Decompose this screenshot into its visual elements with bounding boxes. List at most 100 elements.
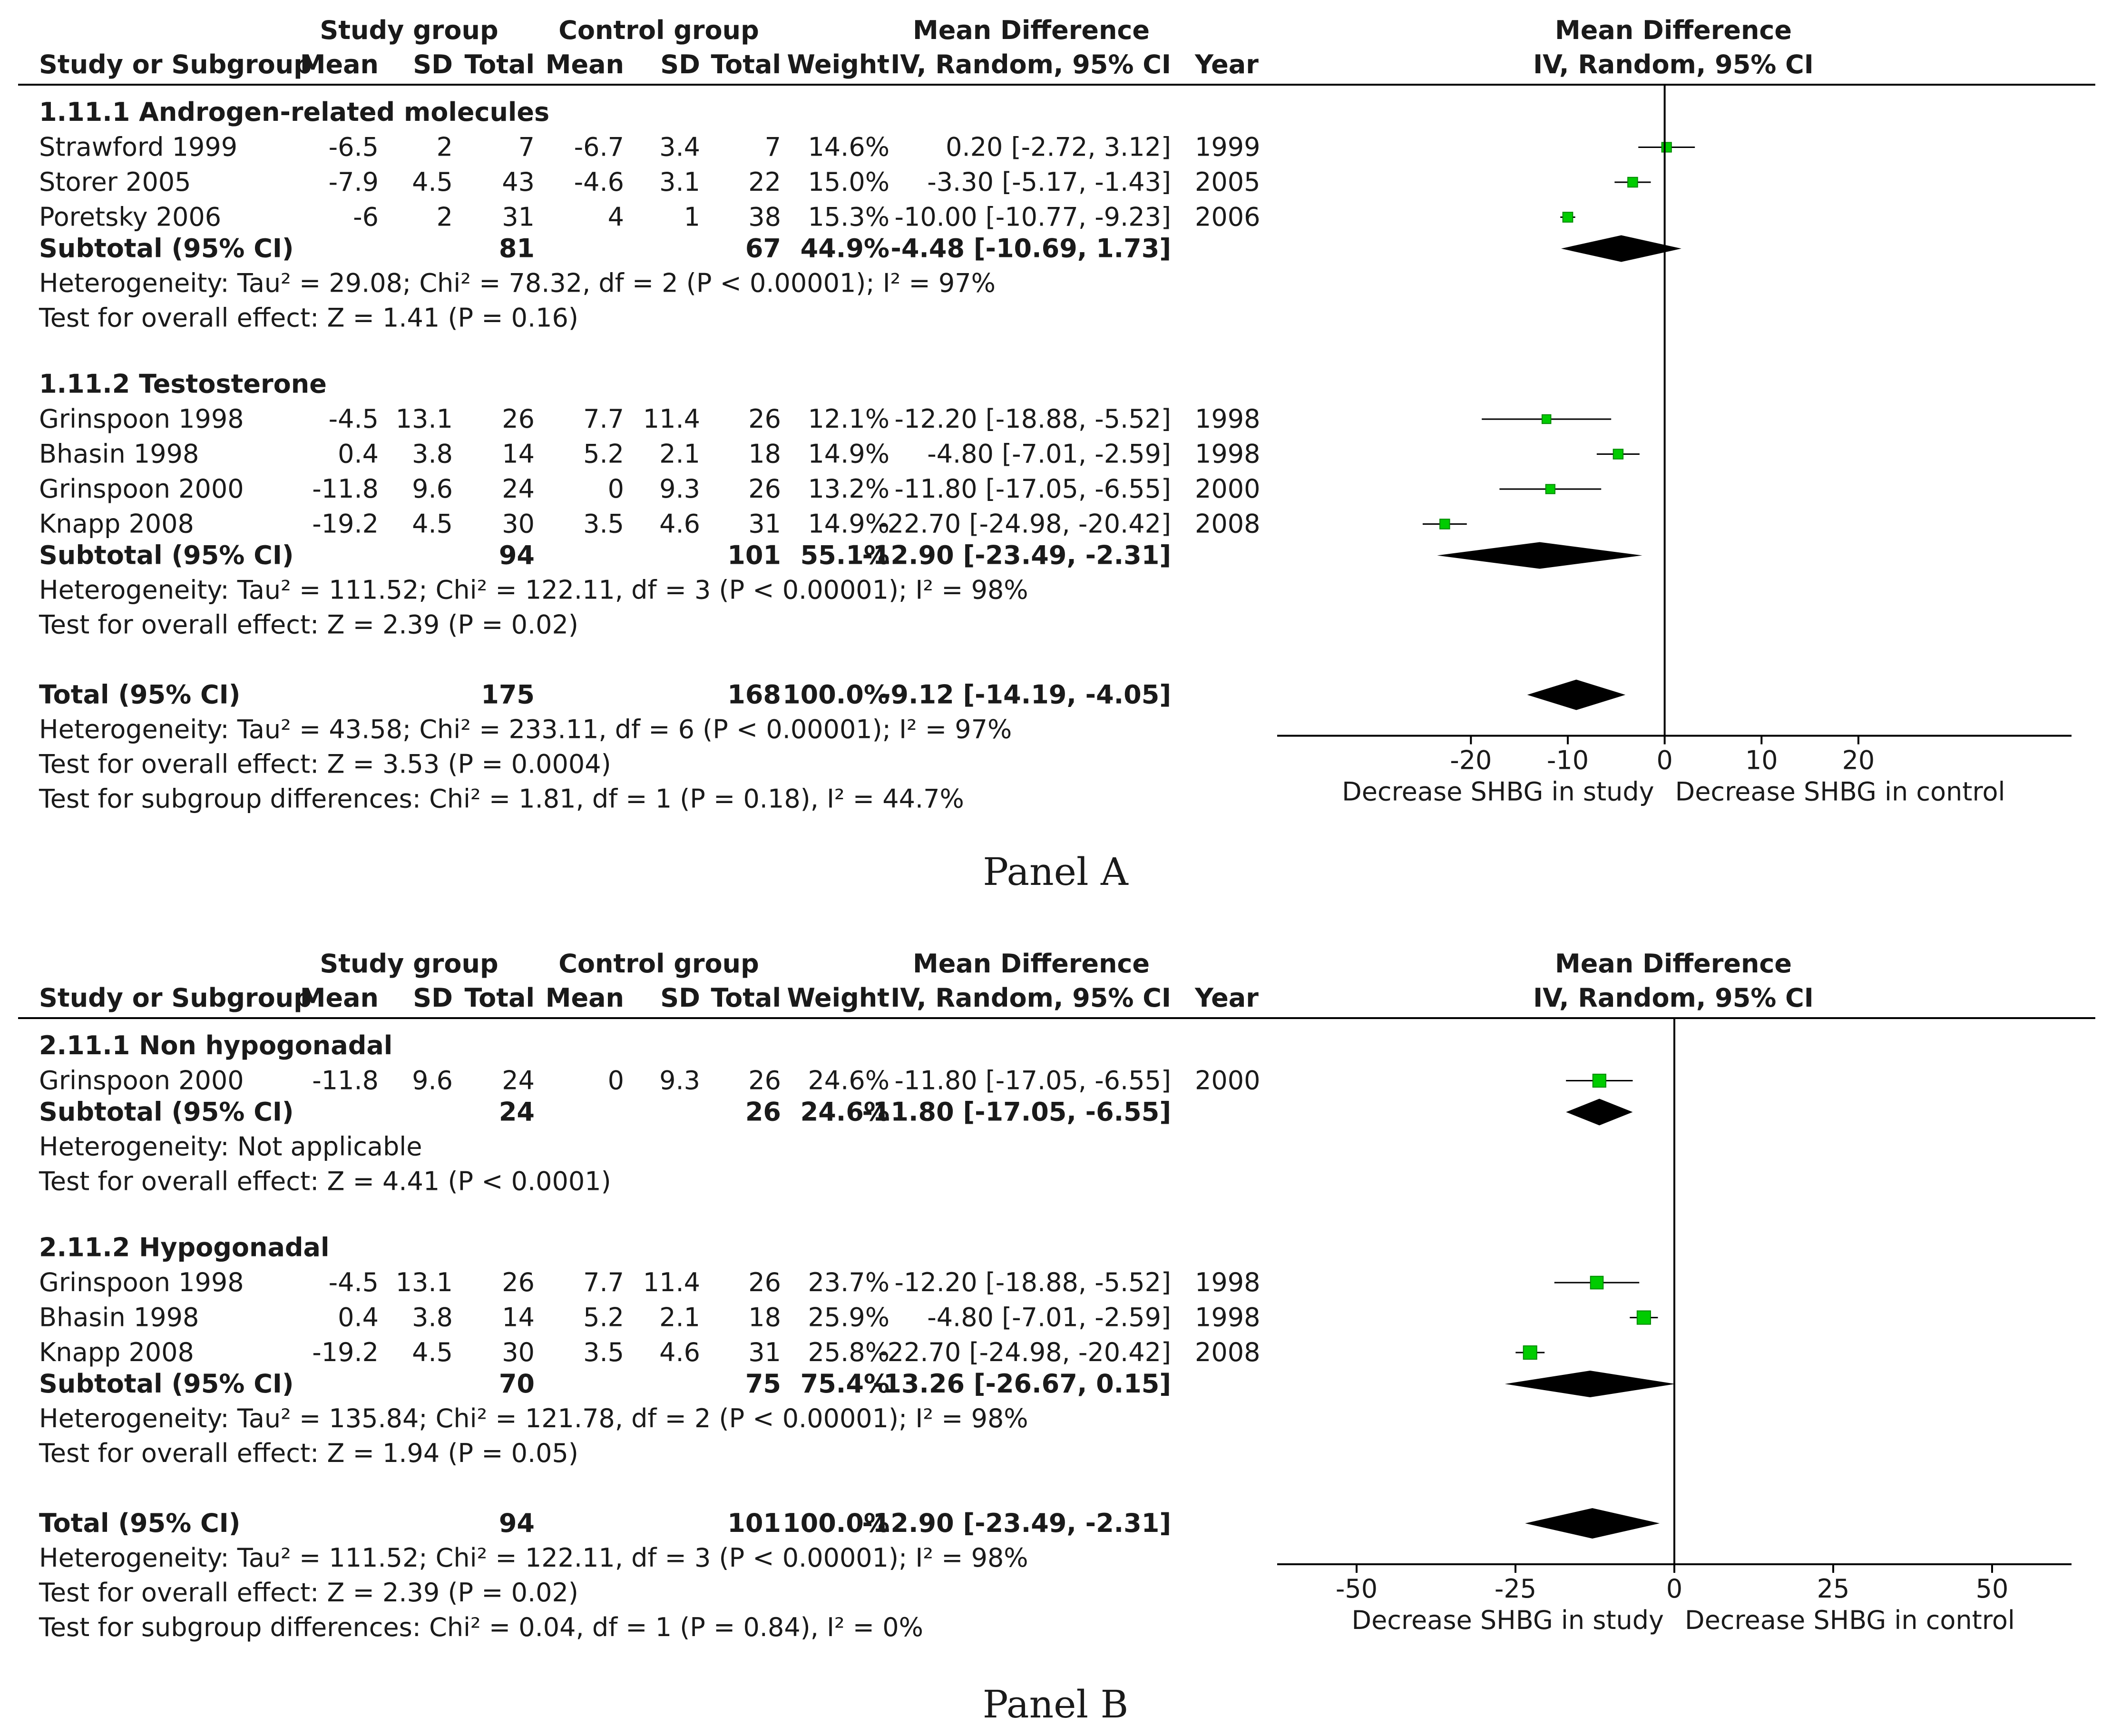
control-mean-header: Mean bbox=[546, 983, 624, 1013]
x-tick-label: -50 bbox=[1336, 1574, 1378, 1604]
study-sd: 2 bbox=[437, 132, 453, 162]
plot-method-header: IV, Random, 95% CI bbox=[1533, 49, 1814, 79]
study-name: Poretsky 2006 bbox=[39, 202, 221, 232]
study-name: Knapp 2008 bbox=[39, 1337, 194, 1367]
subtotal-weight: 75.4% bbox=[801, 1369, 889, 1399]
statistics-note: Test for subgroup differences: Chi² = 1.… bbox=[39, 784, 964, 814]
study-column-header: Study or Subgroup bbox=[39, 983, 312, 1013]
control-sd: 4.6 bbox=[659, 509, 700, 539]
study-mean: -19.2 bbox=[312, 509, 379, 539]
control-mean: 3.5 bbox=[583, 1337, 624, 1367]
subtotal-label: Subtotal (95% CI) bbox=[39, 1097, 294, 1127]
study-mean: 0.4 bbox=[338, 1303, 379, 1333]
control-total: 18 bbox=[748, 439, 781, 469]
year-value: 2008 bbox=[1195, 1337, 1260, 1367]
md-method-header: IV, Random, 95% CI bbox=[890, 49, 1171, 79]
weight-value: 13.2% bbox=[808, 474, 889, 504]
control-group-header: Control group bbox=[558, 15, 759, 45]
subtotal-control-total: 101 bbox=[727, 540, 781, 570]
weight-value: 14.6% bbox=[808, 132, 889, 162]
study-total: 24 bbox=[502, 1066, 535, 1096]
x-tick-label: 10 bbox=[1745, 745, 1778, 775]
control-sd-header: SD bbox=[660, 49, 700, 79]
statistics-note: Test for overall effect: Z = 1.41 (P = 0… bbox=[39, 303, 578, 333]
study-mean: -11.8 bbox=[312, 474, 379, 504]
study-name: Storer 2005 bbox=[39, 167, 191, 197]
x-tick-label: 20 bbox=[1842, 745, 1875, 775]
subtotal-study-total: 94 bbox=[499, 540, 535, 570]
study-name: Bhasin 1998 bbox=[39, 439, 199, 469]
md-column-title: Mean Difference bbox=[913, 15, 1150, 45]
subtotal-study-total: 70 bbox=[499, 1369, 535, 1399]
control-sd: 11.4 bbox=[643, 404, 700, 434]
study-total: 26 bbox=[502, 404, 535, 434]
total-diamond bbox=[1525, 1508, 1660, 1539]
control-mean-header: Mean bbox=[546, 49, 624, 79]
statistics-note: Test for overall effect: Z = 3.53 (P = 0… bbox=[39, 749, 611, 779]
control-total-header: Total bbox=[711, 49, 781, 79]
control-mean: 7.7 bbox=[583, 404, 624, 434]
control-total-header: Total bbox=[711, 983, 781, 1013]
year-value: 2000 bbox=[1195, 1066, 1260, 1096]
study-total-header: Total bbox=[464, 49, 535, 79]
md-column-title: Mean Difference bbox=[913, 949, 1150, 979]
subtotal-md-ci: -13.26 [-26.67, 0.15] bbox=[873, 1369, 1171, 1399]
panel-label: Panel B bbox=[983, 1682, 1129, 1726]
control-total: 38 bbox=[748, 202, 781, 232]
subtotal-diamond bbox=[1566, 1098, 1633, 1126]
total-label: Total (95% CI) bbox=[39, 680, 240, 710]
study-total: 30 bbox=[502, 509, 535, 539]
control-mean: 0 bbox=[608, 1066, 624, 1096]
study-sd: 3.8 bbox=[412, 1303, 453, 1333]
study-marker bbox=[1636, 1310, 1651, 1325]
subtotal-control-total: 75 bbox=[745, 1369, 781, 1399]
study-sd: 13.1 bbox=[396, 1267, 453, 1297]
study-name: Bhasin 1998 bbox=[39, 1303, 199, 1333]
subtotal-weight: 24.6% bbox=[801, 1097, 889, 1127]
study-mean: -6 bbox=[353, 202, 379, 232]
study-mean: -6.5 bbox=[329, 132, 379, 162]
weight-value: 25.8% bbox=[808, 1337, 889, 1367]
subtotal-weight: 55.1% bbox=[801, 540, 889, 570]
subgroup-heading: 2.11.1 Non hypogonadal bbox=[39, 1030, 392, 1060]
year-value: 1999 bbox=[1195, 132, 1260, 162]
total-md-ci: -12.90 [-23.49, -2.31] bbox=[862, 1508, 1171, 1538]
control-sd-header: SD bbox=[660, 983, 700, 1013]
subtotal-control-total: 67 bbox=[745, 234, 781, 264]
weight-value: 15.0% bbox=[808, 167, 889, 197]
weight-value: 25.9% bbox=[808, 1303, 889, 1333]
study-marker bbox=[1613, 449, 1624, 460]
study-marker bbox=[1661, 142, 1672, 153]
year-value: 1998 bbox=[1195, 1267, 1260, 1297]
study-mean-header: Mean bbox=[300, 983, 379, 1013]
study-total-header: Total bbox=[464, 983, 535, 1013]
study-sd: 2 bbox=[437, 202, 453, 232]
study-group-header: Study group bbox=[320, 949, 498, 979]
weight-value: 24.6% bbox=[808, 1066, 889, 1096]
subtotal-label: Subtotal (95% CI) bbox=[39, 540, 294, 570]
control-mean: 7.7 bbox=[583, 1267, 624, 1297]
study-total: 14 bbox=[502, 1303, 535, 1333]
study-group-header: Study group bbox=[320, 15, 498, 45]
x-tick-label: 50 bbox=[1976, 1574, 2009, 1604]
md-ci-value: -11.80 [-17.05, -6.55] bbox=[894, 1066, 1171, 1096]
statistics-note: Heterogeneity: Tau² = 111.52; Chi² = 122… bbox=[39, 1543, 1028, 1573]
subtotal-md-ci: -11.80 [-17.05, -6.55] bbox=[862, 1097, 1171, 1127]
total-study-total: 175 bbox=[481, 680, 535, 710]
control-mean: 4 bbox=[608, 202, 624, 232]
weight-value: 15.3% bbox=[808, 202, 889, 232]
control-mean: 5.2 bbox=[583, 439, 624, 469]
study-name: Knapp 2008 bbox=[39, 509, 194, 539]
x-tick-label: -10 bbox=[1547, 745, 1589, 775]
total-diamond bbox=[1527, 679, 1626, 710]
total-label: Total (95% CI) bbox=[39, 1508, 240, 1538]
control-mean: 0 bbox=[608, 474, 624, 504]
subtotal-study-total: 81 bbox=[499, 234, 535, 264]
control-sd: 4.6 bbox=[659, 1337, 700, 1367]
study-sd: 4.5 bbox=[412, 509, 453, 539]
md-ci-value: -4.80 [-7.01, -2.59] bbox=[927, 439, 1171, 469]
md-method-header: IV, Random, 95% CI bbox=[890, 983, 1171, 1013]
total-study-total: 94 bbox=[499, 1508, 535, 1538]
year-value: 1998 bbox=[1195, 439, 1260, 469]
